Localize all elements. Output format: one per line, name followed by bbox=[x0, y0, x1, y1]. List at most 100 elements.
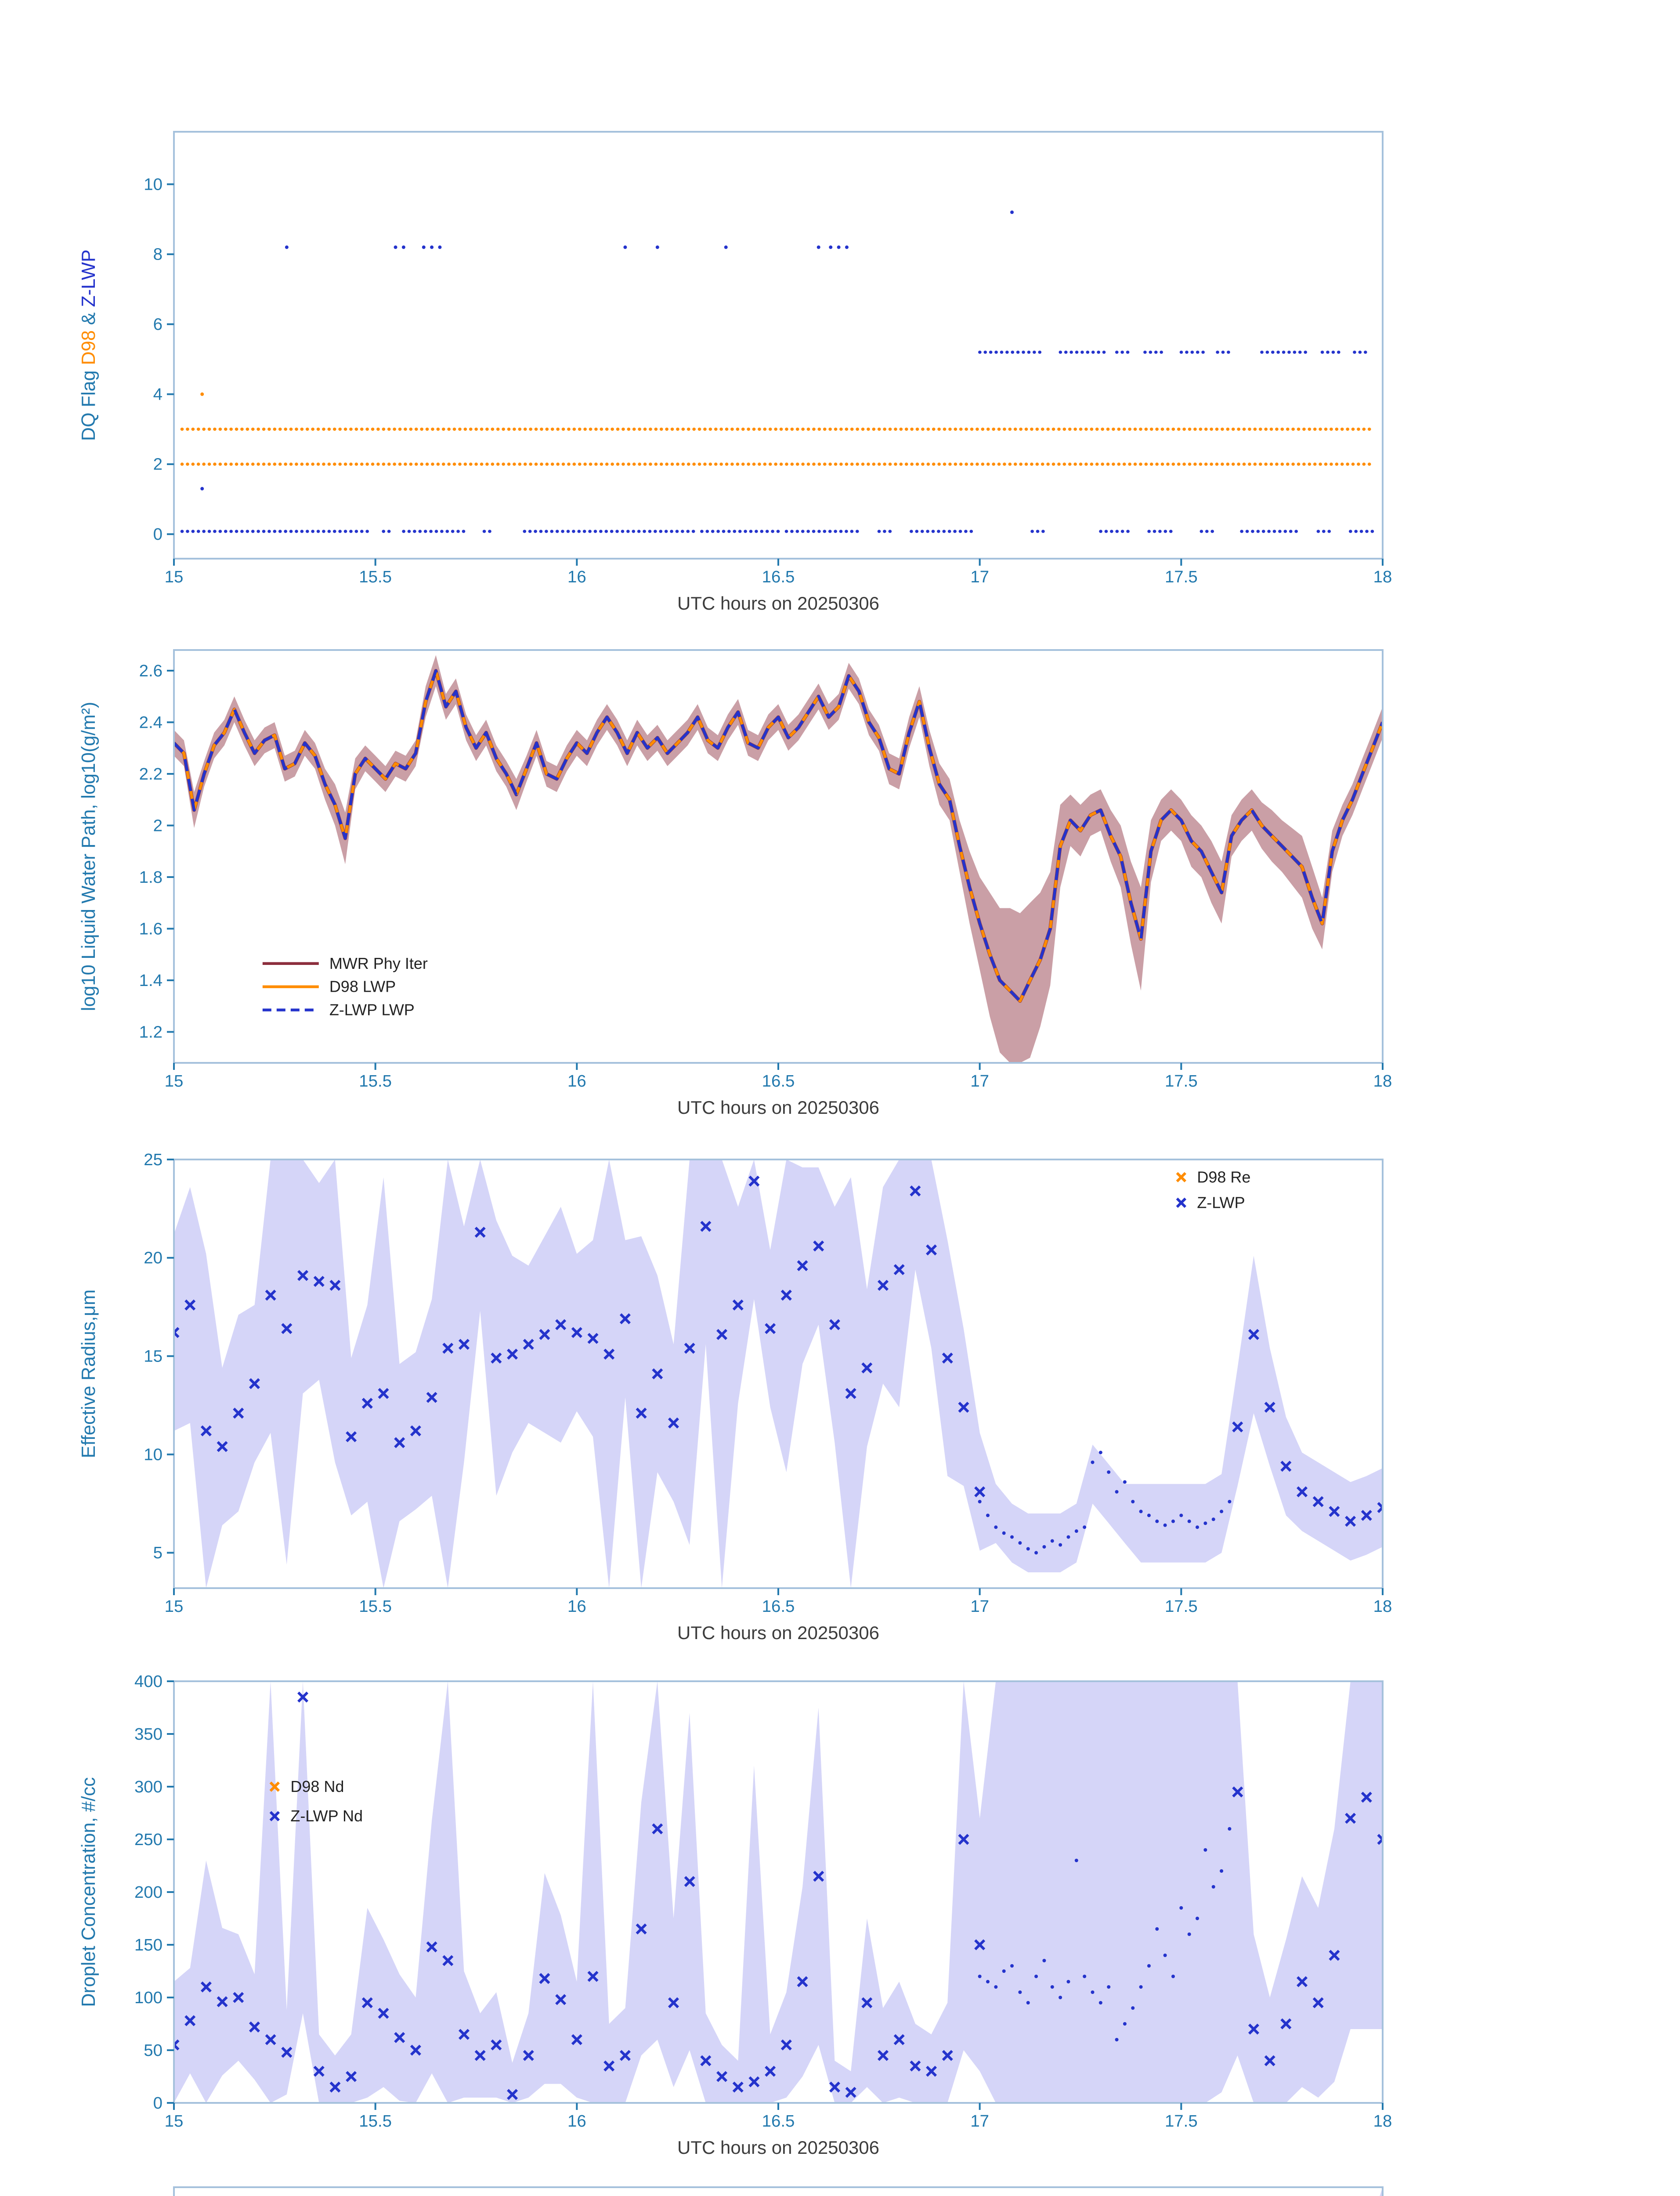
x-marker bbox=[652, 1368, 663, 1380]
x-marker bbox=[1297, 1976, 1308, 1987]
dot-marker bbox=[1196, 1917, 1199, 1920]
dot-marker bbox=[1179, 1513, 1183, 1517]
x-marker bbox=[668, 1417, 679, 1429]
x-marker bbox=[297, 1270, 309, 1281]
x-marker bbox=[1280, 1460, 1292, 1472]
legend-label: D98 Re bbox=[1197, 1168, 1250, 1186]
y-tick-label: 2.2 bbox=[139, 765, 163, 784]
x-marker bbox=[1280, 2018, 1292, 2030]
x-marker bbox=[684, 1876, 695, 1887]
y-axis-label: DQ Flag D98 & Z-LWP bbox=[78, 249, 99, 441]
dot-marker bbox=[1220, 1869, 1224, 1873]
dot-marker bbox=[1220, 1510, 1224, 1513]
dot-marker bbox=[1171, 1519, 1175, 1523]
x-marker bbox=[1232, 1421, 1243, 1433]
x-marker bbox=[732, 1299, 744, 1311]
x-marker bbox=[636, 1408, 647, 1419]
x-marker bbox=[233, 1408, 244, 1419]
x-marker bbox=[958, 1401, 969, 1413]
x-marker bbox=[458, 2029, 470, 2040]
x-tick-label: 15 bbox=[165, 567, 184, 586]
x-marker bbox=[845, 2087, 856, 2098]
x-axis-label: UTC hours on 20250306 bbox=[677, 1097, 879, 1118]
dot-marker bbox=[1066, 1535, 1070, 1539]
dot-marker bbox=[1098, 2001, 1102, 2005]
x-marker bbox=[507, 1348, 518, 1360]
dot-marker bbox=[1147, 1964, 1151, 1968]
x-axis-label: UTC hours on 20250306 bbox=[677, 593, 879, 614]
y-tick-label: 300 bbox=[134, 1777, 163, 1796]
dot-marker bbox=[1083, 1975, 1087, 1978]
y-tick-label: 5 bbox=[153, 1543, 163, 1562]
x-marker bbox=[829, 1319, 840, 1330]
x-tick-label: 17.5 bbox=[1165, 1072, 1198, 1091]
x-marker bbox=[1345, 1813, 1356, 1824]
dot-marker bbox=[1026, 2001, 1030, 2005]
y-tick-label: 150 bbox=[134, 1936, 163, 1954]
dot-marker bbox=[1211, 1517, 1215, 1521]
x-marker bbox=[474, 2050, 486, 2061]
x-marker bbox=[1232, 1786, 1243, 1798]
y-tick-label: 10 bbox=[144, 175, 163, 194]
x-marker bbox=[539, 1329, 550, 1340]
x-tick-label: 17 bbox=[970, 1597, 989, 1616]
y-tick-label: 10 bbox=[144, 1445, 163, 1464]
x-marker bbox=[780, 2039, 792, 2051]
dot-marker bbox=[1098, 1451, 1102, 1455]
y-tick-label: 0 bbox=[153, 2094, 163, 2113]
panel-3-plot-area bbox=[174, 1159, 1383, 1588]
x-marker bbox=[942, 2050, 953, 2061]
dot-marker bbox=[994, 1525, 998, 1529]
x-tick-label: 16 bbox=[567, 2112, 586, 2131]
dot-marker bbox=[1018, 1990, 1022, 1994]
panel-5-plot-area bbox=[1380, 2187, 1383, 2196]
x-marker bbox=[1264, 1401, 1275, 1413]
dot-marker bbox=[986, 1980, 990, 1983]
x-marker bbox=[281, 2047, 293, 2058]
legend-label: Z-LWP bbox=[1197, 1193, 1245, 1211]
x-marker bbox=[474, 1227, 486, 1238]
legend-label: D98 Nd bbox=[290, 1777, 344, 1795]
x-marker bbox=[1312, 1496, 1324, 1507]
x-marker bbox=[281, 1323, 293, 1334]
legend-label: Z-LWP LWP bbox=[329, 1001, 415, 1019]
x-tick-label: 15.5 bbox=[359, 1597, 392, 1616]
flag-point bbox=[394, 245, 397, 249]
dot-marker bbox=[1155, 1519, 1159, 1523]
dot-marker bbox=[1123, 2022, 1127, 2026]
x-marker bbox=[1361, 1791, 1372, 1803]
x-marker bbox=[410, 2044, 421, 2056]
dot-marker bbox=[994, 1985, 998, 1989]
x-tick-label: 16.5 bbox=[762, 1597, 795, 1616]
x-tick-label: 17.5 bbox=[1165, 1597, 1198, 1616]
x-marker bbox=[636, 1923, 647, 1935]
dot-marker bbox=[1002, 1531, 1006, 1535]
x-marker bbox=[1361, 1510, 1372, 1521]
dot-marker bbox=[1187, 1932, 1191, 1936]
flag-point bbox=[845, 245, 849, 249]
x-tick-label: 15 bbox=[165, 2112, 184, 2131]
x-marker bbox=[523, 2050, 534, 2061]
x-marker bbox=[813, 1240, 824, 1252]
dot-marker bbox=[1010, 1535, 1014, 1539]
x-marker bbox=[217, 1441, 228, 1452]
dot-marker bbox=[986, 1513, 990, 1517]
dot-marker bbox=[1139, 1510, 1143, 1513]
line-z-lwp-lwp bbox=[174, 669, 1383, 1003]
x-marker bbox=[861, 1362, 873, 1374]
dot-marker bbox=[1228, 1827, 1232, 1831]
x-marker bbox=[684, 1343, 695, 1354]
x-marker bbox=[765, 1323, 776, 1334]
x-marker bbox=[765, 2066, 776, 2077]
x-tick-label: 16.5 bbox=[762, 2112, 795, 2131]
y-tick-label: 20 bbox=[144, 1249, 163, 1268]
y-tick-label: 2.4 bbox=[139, 713, 163, 732]
x-marker bbox=[174, 2039, 180, 2051]
flag-point bbox=[200, 487, 204, 491]
x-marker bbox=[426, 1392, 437, 1403]
x-marker bbox=[1248, 2023, 1259, 2035]
x-marker bbox=[378, 2008, 389, 2019]
x-marker bbox=[265, 2034, 276, 2045]
dot-marker bbox=[1203, 1848, 1207, 1852]
